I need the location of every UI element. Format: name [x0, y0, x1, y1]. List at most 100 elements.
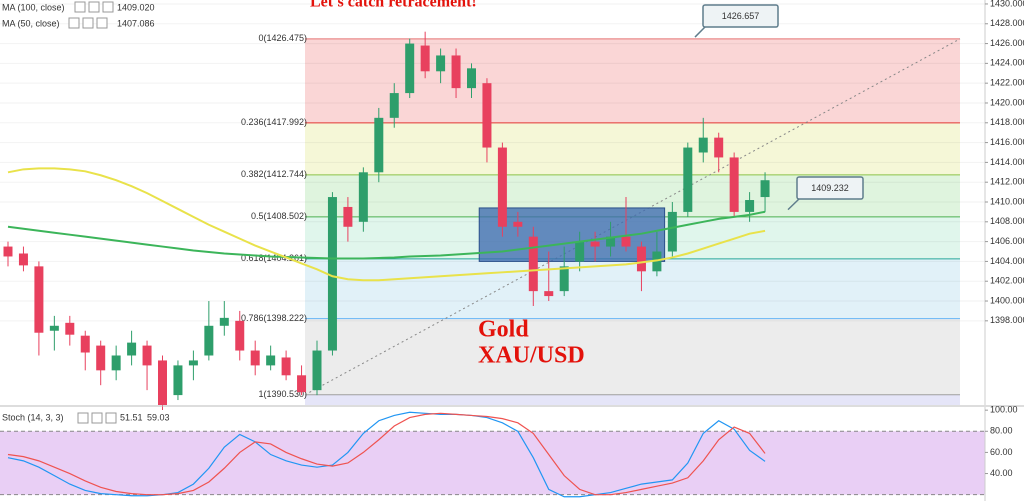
- fib-label: 0.236(1417.992): [241, 117, 307, 127]
- candle-body: [250, 350, 260, 366]
- candle-body: [266, 355, 276, 366]
- fib-label: 1(1390.530): [258, 389, 307, 399]
- icon-settings[interactable]: [82, 17, 94, 29]
- legend-value: 59.03: [147, 412, 170, 422]
- y-tick-label: 1402.000: [990, 276, 1024, 286]
- stoch-panel: Stoch (14, 3, 3) 51.51 59.03 40.00 60.00 80.0…: [0, 405, 1024, 501]
- candle-body: [606, 236, 616, 247]
- fib-zone: [305, 122, 960, 175]
- candle-body: [80, 335, 90, 353]
- candle-body: [745, 200, 755, 212]
- candle-body: [204, 325, 214, 356]
- legend-name: MA (100, close): [2, 2, 65, 12]
- candle-body: [281, 357, 291, 376]
- candle-body: [297, 375, 307, 393]
- icon-eye[interactable]: [77, 412, 89, 424]
- y-tick-label: 1410.000: [990, 196, 1024, 206]
- candle-body: [327, 197, 337, 351]
- price-panel: 0(1426.475) 0.236(1417.992) 0.382(1412.744…: [0, 0, 1024, 410]
- y-tick-label: 1430.000: [990, 0, 1024, 8]
- fib-zone: [305, 394, 960, 405]
- candle-body: [219, 317, 229, 326]
- candle-body: [497, 147, 507, 227]
- candle-body: [142, 345, 152, 366]
- candle-body: [513, 221, 523, 227]
- y-tick-label: 1416.000: [990, 137, 1024, 147]
- candle-body: [127, 342, 137, 356]
- candle-body: [667, 211, 677, 252]
- candle-body: [158, 360, 167, 405]
- callout-pointer: [787, 198, 800, 211]
- callout-box: [796, 176, 864, 200]
- candle-body: [636, 246, 646, 272]
- y-tick-label: 1424.000: [990, 58, 1024, 68]
- price-axis: [985, 0, 1024, 406]
- icon-close[interactable]: [105, 412, 117, 424]
- icon-eye[interactable]: [74, 1, 86, 13]
- stoch-axis: [985, 407, 1024, 501]
- candle-body: [714, 137, 724, 158]
- candle-body: [760, 180, 770, 198]
- stoch-band: [0, 431, 985, 495]
- icon-close[interactable]: [102, 1, 114, 13]
- legend-icons: [68, 1, 117, 424]
- callout-label: 1426.657: [722, 11, 760, 21]
- candle-body: [343, 206, 353, 227]
- candle-body: [312, 350, 322, 391]
- annotation: XAU/USD: [478, 343, 585, 369]
- fib-zone: [305, 318, 960, 395]
- candle-body: [65, 322, 75, 335]
- chart-title: Let's catch retracement!: [310, 0, 477, 11]
- fib-zone: [305, 38, 960, 123]
- icon-eye[interactable]: [68, 17, 80, 29]
- legend-name: MA (50, close): [2, 18, 60, 28]
- stoch-line: [7, 411, 766, 498]
- candle-body: [436, 55, 446, 72]
- candle-body: [3, 246, 13, 257]
- y-tick-label: 1426.000: [990, 38, 1024, 48]
- fib-label: 0.382(1412.744): [241, 169, 307, 179]
- candle-body: [358, 172, 368, 222]
- candle-body: [575, 241, 585, 262]
- annotation: Gold: [478, 317, 529, 343]
- candle-body: [420, 45, 430, 72]
- y-tick-label: 1428.000: [990, 18, 1024, 28]
- y-tick-label: 100.00: [990, 405, 1018, 415]
- callout-label: 1409.232: [811, 183, 849, 193]
- moving-average: [7, 167, 766, 282]
- callout-box: [702, 4, 779, 28]
- candle-body: [389, 93, 399, 118]
- icon-settings[interactable]: [88, 1, 100, 13]
- icon-close[interactable]: [96, 17, 108, 29]
- candle-body: [96, 345, 106, 371]
- fib-label: 0.618(1404.261): [241, 253, 307, 263]
- y-tick-label: 1414.000: [990, 157, 1024, 167]
- candle-body: [34, 266, 44, 333]
- legend-value: 51.51: [120, 412, 143, 422]
- y-tick-label: 1412.000: [990, 177, 1024, 187]
- fib-label: 0(1426.475): [258, 33, 307, 43]
- y-tick-label: 1422.000: [990, 78, 1024, 88]
- callout-pointer: [694, 26, 706, 38]
- legend-value: 1409.020: [117, 2, 155, 12]
- legend-name: Stoch (14, 3, 3): [2, 412, 64, 422]
- legend-value: 1407.086: [117, 18, 155, 28]
- candle-body: [374, 117, 384, 173]
- candle-body: [729, 157, 739, 212]
- candle-body: [18, 253, 28, 266]
- candle-body: [49, 325, 59, 331]
- y-tick-label: 1398.000: [990, 315, 1024, 325]
- icon-settings[interactable]: [91, 412, 103, 424]
- stoch-line: [7, 412, 766, 496]
- candle-body: [528, 236, 538, 292]
- trend-line: [304, 38, 961, 396]
- candle-body: [683, 147, 693, 212]
- overlay: Let's catch retracement! Gold XAU/USD: [68, 0, 585, 424]
- candle-body: [467, 68, 476, 89]
- candle-body: [544, 291, 554, 297]
- y-tick-label: 1400.000: [990, 295, 1024, 305]
- candle-body: [173, 365, 183, 396]
- fib-label: 0.786(1398.222): [241, 313, 307, 323]
- candle-body: [111, 355, 121, 371]
